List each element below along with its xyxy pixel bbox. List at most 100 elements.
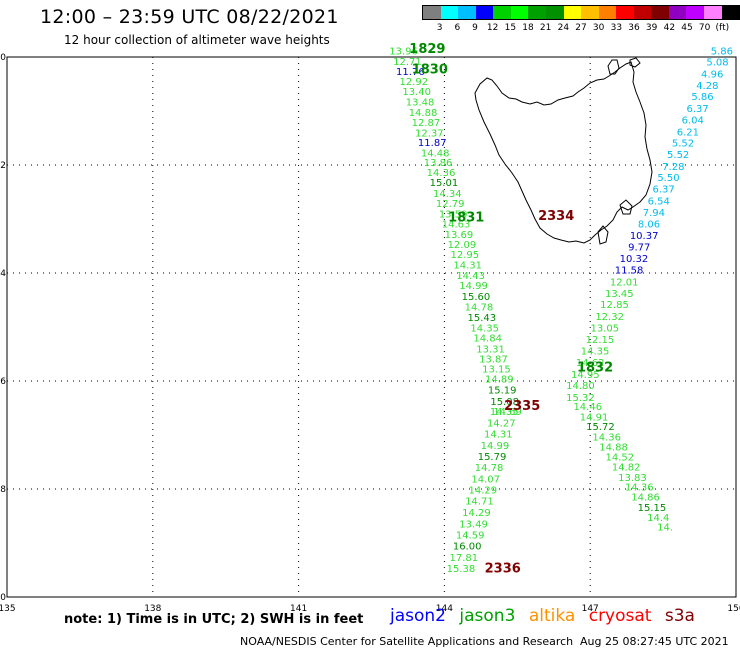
wave-height-value: 14.43	[456, 271, 485, 282]
wave-height-value: 12.15	[586, 335, 615, 346]
satellite-jason2: jason2	[390, 606, 446, 626]
longitude-tick-label: 144	[436, 604, 453, 614]
wave-height-value: 10.32	[620, 254, 649, 265]
wave-height-value: 14.07	[471, 475, 500, 486]
wave-height-value: 12.37	[415, 128, 444, 139]
wave-height-value: 5.86	[711, 46, 733, 57]
legend-swatch	[423, 6, 441, 19]
wave-height-value: 15.72	[586, 422, 615, 433]
wave-height-value: 14.78	[465, 302, 494, 313]
generation-timestamp: Aug 25 08:27:45 UTC 2021	[580, 635, 729, 648]
legend-tick-label: 70	[698, 23, 711, 33]
latitude-tick-label: -40	[0, 53, 6, 63]
wave-height-value: 14.48	[421, 148, 450, 159]
legend-tick-label: 36	[628, 23, 640, 33]
map-title: 12:00 – 23:59 UTC 08/22/2021	[40, 6, 339, 28]
flinders-island	[607, 59, 620, 75]
wave-height-value: 15.08	[490, 397, 519, 408]
wave-height-value: 14.86	[631, 492, 660, 503]
wave-height-value: 13.48	[406, 98, 435, 109]
latitude-tick-label: -46	[0, 377, 6, 387]
legend-swatch	[668, 6, 687, 19]
longitude-tick-label: 141	[290, 604, 307, 614]
pass-time-label: 2336	[485, 562, 521, 577]
wave-height-value: 6.37	[686, 104, 708, 115]
legend-tick-label: 27	[575, 23, 587, 33]
wave-height-value: 13.05	[590, 323, 619, 334]
wave-height-value: 7.94	[643, 208, 665, 219]
wave-height-value: 15.38	[447, 564, 476, 575]
wave-height-value: 16.00	[453, 541, 482, 552]
wave-height-value: 13.83	[618, 473, 647, 484]
wave-height-value: 13.31	[476, 344, 505, 355]
legend-labels: 3 6 9 12 15 18 21 24 27 30 33 36 39 42 45 70 (ft)	[422, 23, 740, 37]
wave-height-value: 15.32	[566, 393, 595, 404]
wave-height-value: 4.28	[696, 81, 718, 92]
legend-tick-label: 6	[454, 23, 461, 33]
legend-swatch	[528, 6, 546, 19]
legend-tick-label: 33	[610, 23, 623, 33]
color-legend: 3 6 9 12 15 18 21 24 27 30 33 36 39 42 45 70 (ft)	[422, 5, 740, 33]
legend-tick-label: 12	[486, 23, 499, 33]
pass-time-label: 2334	[538, 209, 574, 224]
wave-height-value: 13.49	[459, 519, 488, 530]
wave-height-value: 14.91	[580, 412, 609, 423]
satellite-jason3: jason3	[459, 606, 516, 626]
wave-height-value: 14.31	[484, 430, 513, 441]
satellite-cryosat: cryosat	[588, 606, 652, 626]
legend-swatch	[616, 6, 634, 19]
wave-height-value: 11.76	[396, 67, 425, 78]
wave-height-value: 14.59	[456, 531, 485, 542]
latitude-tick-label: -42	[0, 161, 6, 171]
wave-height-value: 14.29	[462, 508, 491, 519]
wave-height-value: 13.86	[424, 158, 453, 169]
wave-height-value: 13.15	[482, 364, 511, 375]
wave-height-value: 14.80	[566, 381, 595, 392]
legend-tick-label: (ft)	[715, 23, 730, 33]
wave-height-value: 14.27	[487, 418, 516, 429]
wave-height-value: 14.71	[465, 497, 494, 508]
wave-height-value: 14.62	[576, 358, 605, 369]
wave-height-value: 14.35	[470, 323, 499, 334]
legend-swatch	[510, 6, 529, 19]
wave-height-value: 8.06	[638, 220, 660, 231]
legend-tick-label: 39	[645, 23, 658, 33]
wave-height-value: 6.21	[677, 127, 699, 138]
legend-tick-label: 24	[557, 23, 570, 33]
wave-height-value: 12.87	[412, 118, 441, 129]
wave-height-value: 14.31	[453, 261, 482, 272]
wave-height-value: 14.95	[571, 370, 600, 381]
legend-swatch	[458, 6, 476, 19]
legend-tick-label: 21	[539, 23, 552, 33]
wave-height-value: 14.34	[433, 189, 462, 200]
legend-swatch	[598, 6, 617, 19]
maria-island	[619, 199, 633, 215]
map-subtitle: 12 hour collection of altimeter wave hei…	[64, 33, 330, 47]
wave-height-value: 5.52	[667, 150, 689, 161]
legend-swatch	[686, 6, 704, 19]
satellite-altika: altika	[528, 606, 576, 626]
legend-tick-label: 42	[663, 23, 676, 33]
wave-height-value: 12.71	[393, 57, 422, 68]
wave-height-value: 14.88	[409, 108, 438, 119]
satellite-s3a: s3a	[664, 606, 695, 626]
legend-swatch	[545, 6, 564, 19]
wave-height-value: 13.96	[389, 46, 418, 57]
wave-height-value: 15.01	[430, 178, 459, 189]
wave-height-value: 14.99	[481, 441, 510, 452]
wave-height-value: 12.92	[399, 77, 428, 88]
wave-height-value: 14.36	[625, 483, 654, 494]
wave-height-value: 14.36	[427, 168, 456, 179]
pass-time-labels: 1829 1830 1831 1832 2334 2335 2336	[409, 42, 613, 576]
wave-height-value: 17.81	[450, 553, 479, 564]
longitude-tick-label: 138	[144, 604, 161, 614]
wave-height-value: 11.58	[615, 266, 644, 277]
legend-swatch	[721, 6, 740, 19]
wave-height-value: 14.	[657, 523, 673, 534]
wave-height-value: 13.40	[402, 87, 431, 98]
legend-tick-label: 30	[592, 23, 605, 33]
wave-height-value: 6.54	[648, 196, 670, 207]
legend-swatch	[651, 6, 669, 19]
legend-swatch	[475, 6, 494, 19]
